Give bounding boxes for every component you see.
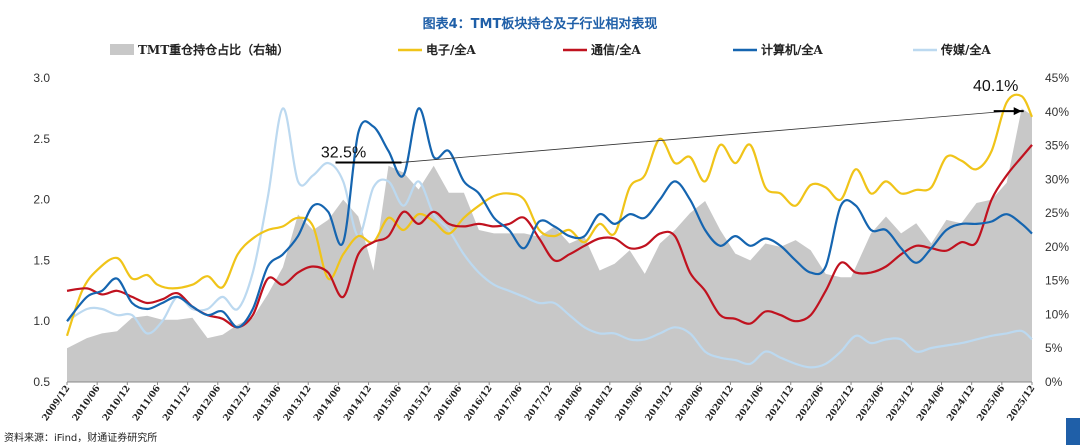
- x-tick-label: 2024/12: [946, 384, 978, 423]
- annotation-label-40-1: 40.1%: [973, 78, 1018, 95]
- series-line-3: [66, 107, 1033, 369]
- y-right-tick-label: 45%: [1045, 71, 1069, 85]
- series-line-1: [66, 144, 1033, 329]
- y-right-tick-label: 10%: [1045, 307, 1069, 321]
- annotations: 32.5% 40.1%: [321, 78, 1024, 164]
- x-tick-label: 2023/12: [885, 384, 917, 423]
- annotation-label-32-5: 32.5%: [321, 144, 366, 161]
- y-right-tick-label: 40%: [1045, 105, 1069, 119]
- y-left-tick-label: 1.5: [33, 253, 50, 267]
- legend-label: 电子/全A: [426, 42, 476, 57]
- y-left-tick-label: 0.5: [33, 375, 50, 389]
- x-tick-label: 2020/12: [704, 384, 736, 423]
- x-tick-label: 2015/12: [403, 384, 435, 423]
- legend-label: 计算机/全A: [761, 42, 823, 57]
- y-left-tick-label: 2.5: [33, 132, 50, 146]
- legend: TMT重仓持仓占比（右轴） 电子/全A 通信/全A 计算机/全A 传媒/全A: [110, 42, 991, 57]
- x-tick-label: 2016/12: [463, 384, 495, 423]
- x-tick-label: 2013/06: [252, 384, 284, 423]
- y-right-tick-label: 15%: [1045, 274, 1069, 288]
- trend-line: [401, 110, 1008, 163]
- x-tick-label: 2009/12: [41, 384, 73, 423]
- y-right-tick-label: 20%: [1045, 240, 1069, 254]
- legend-label: 通信/全A: [591, 42, 641, 57]
- legend-label: TMT重仓持仓占比（右轴）: [138, 42, 289, 57]
- x-tick-label: 2023/06: [855, 384, 887, 423]
- x-tick-label: 2012/06: [192, 384, 224, 423]
- x-tick-label: 2011/06: [131, 384, 163, 423]
- x-tick-label: 2022/06: [795, 384, 827, 423]
- legend-label: 传媒/全A: [940, 42, 991, 57]
- y-right-tick-label: 30%: [1045, 172, 1069, 186]
- x-tick-label: 2020/06: [674, 384, 706, 423]
- y-left-tick-label: 3.0: [33, 71, 50, 85]
- x-tick-label: 2025/06: [976, 384, 1008, 423]
- y-left-tick-label: 1.0: [33, 314, 50, 328]
- x-tick-label: 2019/12: [644, 384, 676, 423]
- area-layer: [67, 108, 1032, 383]
- x-tick-label: 2013/12: [282, 384, 314, 423]
- y-right-tick-label: 35%: [1045, 139, 1069, 153]
- corner-accent: [1066, 418, 1080, 445]
- x-tick-label: 2015/06: [373, 384, 405, 423]
- y-right-tick-label: 0%: [1045, 375, 1063, 389]
- annotation-arrowhead: [1013, 107, 1022, 116]
- x-tick-label: 2018/06: [553, 384, 585, 423]
- y-right-tick-label: 5%: [1045, 341, 1063, 355]
- x-tick-label: 2021/06: [734, 384, 766, 423]
- x-tick-label: 2014/06: [312, 384, 344, 423]
- x-tick-label: 2010/06: [71, 384, 103, 423]
- x-tick-label: 2010/12: [101, 384, 133, 423]
- x-tick-label: 2022/12: [825, 384, 857, 423]
- x-tick-label: 2011/12: [161, 384, 193, 423]
- x-tick-label: 2018/12: [584, 384, 616, 423]
- x-tick-label: 2014/12: [342, 384, 374, 423]
- series-line-2: [66, 107, 1033, 329]
- legend-swatch-area: [110, 44, 134, 55]
- x-tick-label: 2025/12: [1006, 384, 1038, 423]
- x-tick-label: 2017/06: [493, 384, 525, 423]
- x-tick-label: 2021/12: [765, 384, 797, 423]
- x-tick-label: 2024/06: [915, 384, 947, 423]
- y-right-tick-label: 25%: [1045, 206, 1069, 220]
- chart-title: 图表4：TMT板块持仓及子行业相对表现: [423, 16, 658, 32]
- source-note: 资料来源：iFind，财通证券研究所: [4, 431, 157, 444]
- x-tick-label: 2012/12: [222, 384, 254, 423]
- area-series-tmt-holdings: [67, 108, 1032, 383]
- y-left-tick-label: 2.0: [33, 193, 50, 207]
- series-lines: [65, 93, 1034, 369]
- x-tick-label: 2019/06: [614, 384, 646, 423]
- x-tick-label: 2016/06: [433, 384, 465, 423]
- series-line-0: [65, 93, 1034, 337]
- x-tick-label: 2017/12: [523, 384, 555, 423]
